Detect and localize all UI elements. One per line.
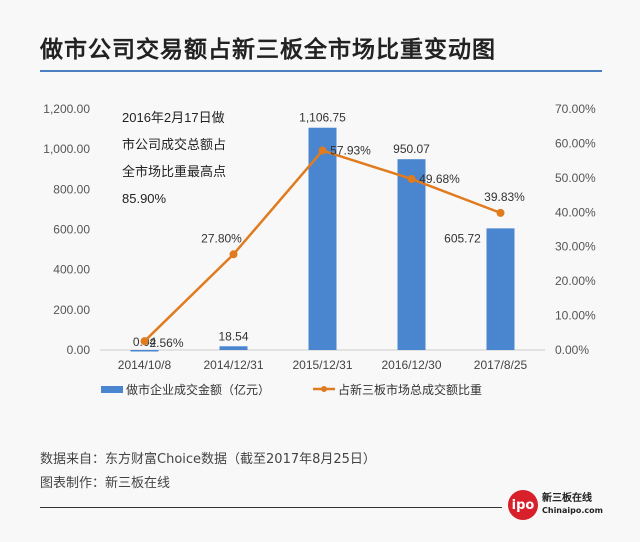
left-tick-label: 0.00 — [67, 343, 91, 357]
annotation-text: 市公司成交总额占 — [122, 137, 226, 152]
chart-title: 做市公司交易额占新三板全市场比重变动图 — [40, 37, 496, 63]
legend-line-marker — [321, 386, 327, 392]
title-divider — [40, 70, 602, 72]
left-tick-label: 800.00 — [53, 182, 90, 196]
line-point — [229, 250, 238, 259]
bar — [486, 228, 515, 350]
line-value-label: 57.93% — [330, 144, 371, 158]
line-value-label: 49.68% — [419, 172, 460, 186]
right-tick-label: 40.00% — [555, 205, 596, 219]
right-tick-label: 60.00% — [555, 136, 596, 150]
annotation-text: 85.90% — [122, 191, 167, 206]
legend-line-label: 占新三板市场总成交额比重 — [338, 382, 482, 397]
source-note: 数据来自：东方财富Choice数据（截至2017年8月25日） — [40, 452, 376, 467]
bar-value-label: 1,106.75 — [299, 111, 346, 125]
annotation-text: 2016年2月17日做 — [122, 110, 225, 125]
logo-site: Chinaipo.com — [542, 506, 603, 515]
right-tick-label: 10.00% — [555, 309, 596, 323]
legend-bar-label: 做市企业成交金额（亿元） — [126, 382, 270, 397]
footer-divider — [40, 507, 502, 508]
line-point — [318, 146, 327, 155]
right-tick-label: 30.00% — [555, 240, 596, 254]
left-tick-label: 200.00 — [53, 303, 90, 317]
left-tick-label: 600.00 — [53, 223, 90, 237]
x-tick-label: 2017/8/25 — [474, 358, 528, 372]
combo-chart: 0.00 200.00 400.00 600.00 800.00 1,000.00 1,20… — [43, 102, 596, 397]
line-point — [407, 174, 416, 183]
bar-value-label: 950.07 — [393, 142, 430, 156]
right-tick-label: 20.00% — [555, 274, 596, 288]
x-tick-label: 2016/12/30 — [381, 358, 441, 372]
logo-name: 新三板在线 — [542, 493, 592, 504]
line-point — [140, 337, 149, 346]
left-tick-label: 400.00 — [53, 263, 90, 277]
x-tick-label: 2014/10/8 — [118, 358, 172, 372]
bar — [397, 159, 426, 350]
right-tick-label: 70.00% — [555, 102, 596, 116]
left-tick-label: 1,000.00 — [43, 142, 90, 156]
logo: ipo 新三板在线 Chinaipo.com — [508, 490, 603, 520]
line-value-label: 39.83% — [484, 190, 525, 204]
bar — [308, 127, 337, 350]
bar — [219, 346, 248, 350]
logo-mark: ipo — [508, 490, 538, 520]
maker-note: 图表制作：新三板在线 — [40, 476, 171, 491]
bar-value-label: 605.72 — [444, 231, 481, 245]
line-value-label: 27.80% — [201, 231, 242, 245]
x-tick-label: 2014/12/31 — [203, 358, 263, 372]
bar-value-label: 18.54 — [218, 329, 248, 343]
right-tick-label: 50.00% — [555, 171, 596, 185]
left-tick-label: 1,200.00 — [43, 102, 90, 116]
legend-bar-swatch — [101, 386, 123, 393]
bar — [130, 349, 159, 352]
line-point — [496, 208, 505, 217]
annotation-text: 全市场比重最高点 — [122, 164, 226, 179]
right-tick-label: 0.00% — [555, 343, 589, 357]
line-value-label: 2.56% — [149, 336, 183, 350]
x-tick-label: 2015/12/31 — [292, 358, 352, 372]
